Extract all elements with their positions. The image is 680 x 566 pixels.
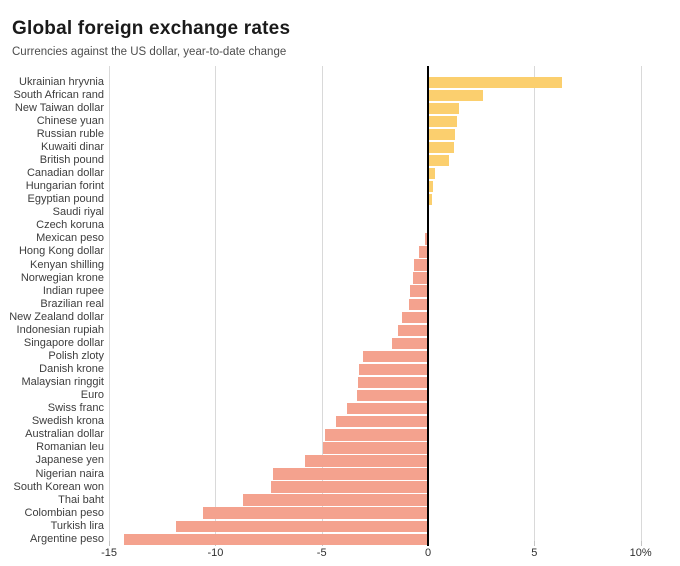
bar-positive (428, 194, 433, 206)
axis-tick-label: -10 (207, 547, 224, 559)
category-label: Brazilian real (40, 297, 104, 310)
axis-tick-label: -5 (316, 547, 327, 559)
bar-negative (414, 259, 428, 271)
axis-tick-label: 10% (629, 547, 652, 559)
bar-negative (419, 246, 428, 258)
bar-negative (357, 376, 428, 389)
page-title: Global foreign exchange rates (12, 17, 291, 39)
bar-positive (428, 115, 457, 128)
bar-negative (322, 442, 428, 454)
bar-negative (398, 324, 428, 337)
bar-negative (402, 311, 428, 323)
bar-negative (424, 233, 428, 245)
category-label: Saudi riyal (52, 206, 104, 219)
category-label: South African rand (13, 88, 104, 101)
gridline (321, 66, 323, 541)
category-label: Ukrainian hryvnia (19, 75, 104, 88)
bar-negative (356, 389, 428, 402)
category-label: Malaysian ringgit (21, 376, 104, 389)
bar-positive (428, 167, 436, 180)
bar-negative (304, 455, 428, 467)
bar-negative (324, 429, 428, 441)
bar-negative (270, 481, 428, 493)
category-label: Australian dollar (25, 428, 104, 441)
category-label: Turkish lira (50, 519, 104, 532)
category-label: Thai baht (58, 493, 104, 506)
bar-negative (358, 363, 428, 376)
bar-negative (243, 494, 428, 506)
bar-negative (347, 403, 428, 415)
gridline (109, 66, 111, 541)
gridline (215, 66, 217, 541)
zero-baseline (427, 66, 429, 546)
bar-negative (391, 337, 428, 350)
category-label: Romanian leu (36, 441, 104, 454)
category-label: Danish krone (39, 363, 104, 376)
category-label: Nigerian naira (35, 467, 104, 480)
bar-negative (409, 285, 428, 297)
category-label: South Korean won (13, 480, 104, 493)
category-label: Mexican peso (36, 232, 104, 245)
bar-positive (428, 76, 562, 88)
gridline (534, 66, 536, 541)
category-label: Canadian dollar (26, 167, 104, 180)
category-label: Czech koruna (36, 219, 104, 232)
bar-negative (123, 533, 428, 545)
category-label: Indian rupee (42, 284, 104, 297)
category-label: Colombian peso (24, 506, 105, 519)
category-label: Swiss franc (47, 402, 104, 415)
axis-tick-label: 5 (531, 547, 538, 559)
category-label: British pound (39, 154, 104, 167)
bar-positive (428, 128, 455, 141)
bar-positive (428, 102, 459, 114)
category-label: New Taiwan dollar (14, 101, 104, 114)
bar-positive (428, 141, 454, 154)
axis-tick-label: -15 (101, 547, 118, 559)
category-label: Kenyan shilling (30, 258, 104, 271)
axis-tick-label: 0 (424, 547, 432, 559)
bar-positive (428, 180, 434, 193)
bar-negative (335, 416, 428, 428)
category-label: Hong Kong dollar (18, 245, 104, 258)
bar-positive (428, 154, 450, 167)
bar-negative (363, 350, 428, 363)
category-label: New Zealand dollar (9, 310, 104, 323)
bar-negative (202, 507, 428, 519)
category-label: Euro (80, 389, 104, 402)
category-label: Swedish krona (31, 415, 104, 428)
bar-negative (408, 298, 428, 310)
bar-positive (428, 89, 484, 101)
category-label: Singapore dollar (23, 336, 104, 349)
page-subtitle: Currencies against the US dollar, year-t… (12, 45, 287, 58)
category-label: Russian ruble (36, 127, 104, 140)
bar-negative (413, 272, 428, 284)
bar-negative (176, 520, 428, 532)
axis-tick (109, 541, 111, 546)
category-label: Polish zloty (48, 349, 104, 362)
bar-negative (272, 468, 428, 480)
category-label: Indonesian rupiah (16, 323, 104, 336)
category-label: Kuwaiti dinar (41, 141, 104, 153)
category-label: Japanese yen (35, 454, 105, 467)
category-label: Egyptian pound (27, 193, 104, 206)
axis-tick (534, 541, 536, 546)
category-label: Hungarian forint (25, 180, 104, 193)
gridline (640, 66, 642, 541)
category-label: Norwegian krone (20, 271, 104, 284)
category-label: Chinese yuan (36, 114, 104, 127)
axis-tick (640, 541, 642, 546)
category-label: Argentine peso (30, 532, 104, 545)
